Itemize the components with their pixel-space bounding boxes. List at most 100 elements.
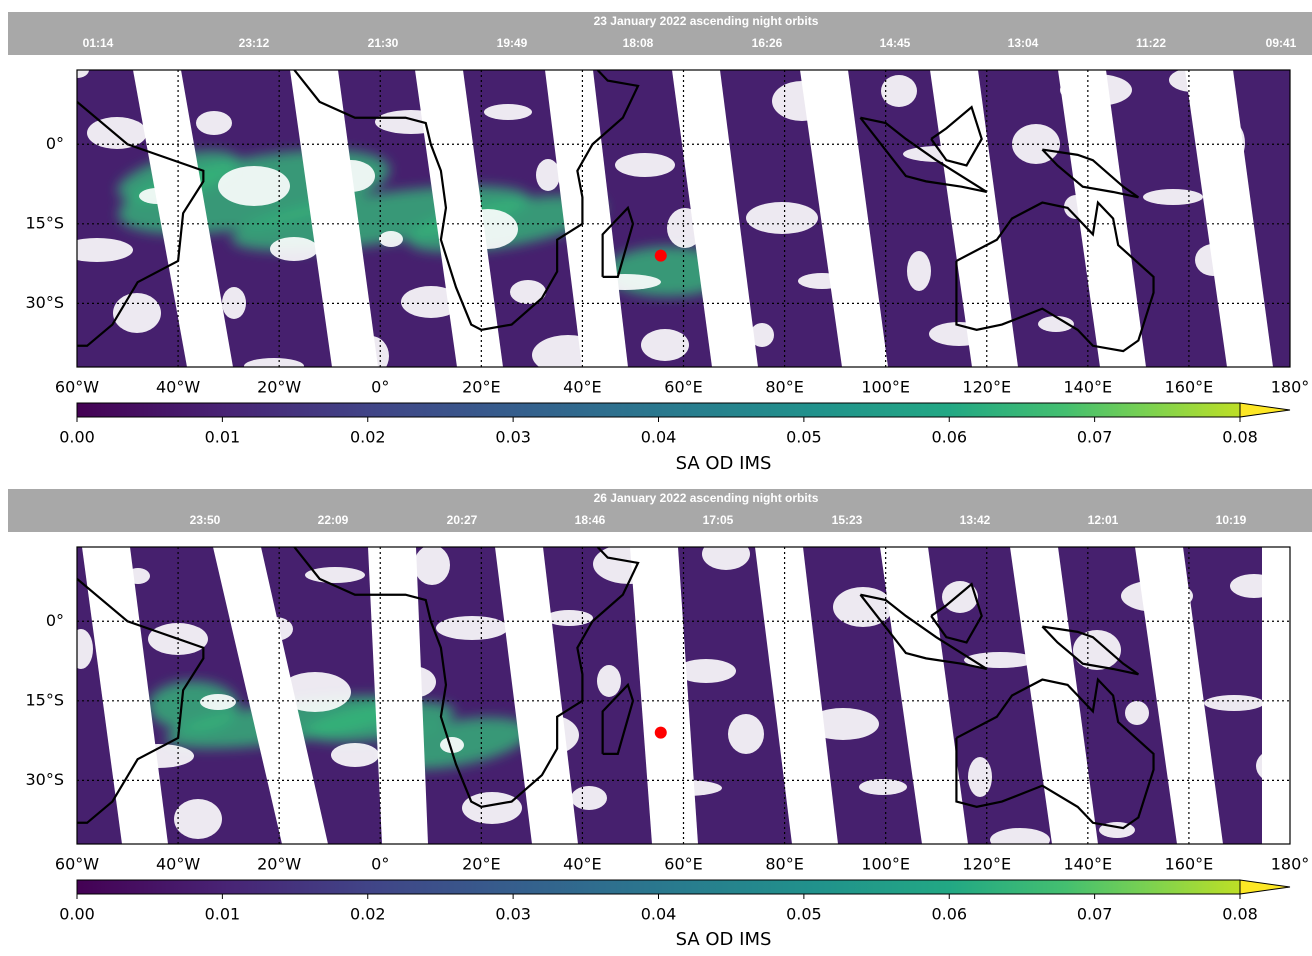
colorbar-tick-label: 0.03 [495,905,531,924]
lon-tick-label: 40°W [156,378,200,397]
colorbar-tick-label: 0.04 [641,905,677,924]
cloud-mask [968,757,992,797]
coastline [77,100,205,347]
cloud-mask [331,743,379,767]
coastline [955,200,1155,353]
lat-tick-label: 30°S [25,770,64,789]
colorbar-label: SA OD IMS [676,929,772,950]
lon-tick-label: 100°E [861,378,910,397]
cloud-mask [990,828,1050,844]
orbit-time: 12:01 [1088,513,1119,527]
lat-tick-label: 15°S [25,690,64,709]
swath-gap [545,70,628,367]
cloud-mask [676,659,736,683]
cloud-mask [728,714,764,754]
swath-gap [755,547,838,844]
lon-tick-label: 20°E [462,855,500,874]
panel: 26 January 2022 ascending night orbits 23… [8,489,1312,950]
lon-tick-label: 40°W [156,855,200,874]
swath-gap [213,547,328,844]
cloud-mask [807,708,879,740]
lon-tick-label: 60°E [664,378,702,397]
orbit-time: 09:41 [1266,36,1297,50]
orbit-time: 10:19 [1216,513,1247,527]
orbit-time: 14:45 [880,36,911,50]
lat-tick-label: 0° [46,611,64,630]
cloud-mask [270,237,318,261]
orbit-time: 23:12 [239,36,270,50]
colorbar [77,880,1240,894]
cloud-mask [200,694,236,710]
cloud-mask [379,231,403,247]
swath-gap [495,547,578,844]
colorbar-extend [1239,879,1291,895]
lon-tick-label: 20°W [257,378,301,397]
lon-tick-label: 80°E [765,378,803,397]
coastline [293,547,640,809]
orbit-time: 23:50 [190,513,221,527]
colorbar-tick-label: 0.02 [350,905,386,924]
orbit-time: 01:14 [83,36,114,50]
cloud-mask [1073,630,1121,670]
map [77,547,1290,844]
cloud-mask [750,323,774,347]
lat-tick-label: 0° [46,134,64,153]
coastline [930,582,983,644]
cloud-mask [1125,701,1149,725]
cloud-mask [440,737,464,753]
colorbar-tick-label: 0.06 [931,905,967,924]
lon-tick-label: 20°W [257,855,301,874]
lon-tick-label: 120°E [962,378,1011,397]
colorbar-tick-label: 0.04 [641,428,677,447]
cloud-mask [77,70,89,78]
coastline [955,677,1155,830]
cloud-mask [641,329,689,361]
cloud-mask [414,547,450,585]
lon-tick-label: 60°W [55,855,99,874]
colorbar-tick-label: 0.02 [350,428,386,447]
orbit-time: 18:46 [575,513,606,527]
cloud-mask [615,153,675,177]
orbit-time: 21:30 [368,36,399,50]
colorbar-tick-label: 0.03 [495,428,531,447]
orbit-time: 22:09 [318,513,349,527]
orbit-time: 13:04 [1008,36,1039,50]
colorbar-tick-label: 0.07 [1077,428,1113,447]
orbit-time: 18:08 [623,36,654,50]
cloud-mask [484,104,532,120]
lon-tick-label: 0° [371,855,389,874]
cloud-mask [571,786,607,810]
cloud-mask [746,202,818,234]
coastline [1041,148,1140,199]
cloud-mask [907,251,931,291]
cloud-mask [510,280,546,304]
orbit-time: 17:05 [703,513,734,527]
cloud-mask [218,166,290,206]
cloud-mask [1204,695,1264,711]
lon-tick-label: 20°E [462,378,500,397]
header-bar [8,489,1312,532]
colorbar-tick-label: 0.00 [59,428,95,447]
cloud-mask [1038,316,1074,332]
cloud-mask [859,779,907,795]
cloud-mask [964,652,1036,668]
lon-tick-label: 160°E [1165,855,1214,874]
map-frame [76,69,1291,368]
cloud-mask [244,358,304,367]
colorbar-tick-label: 0.07 [1077,905,1113,924]
orbit-time: 19:49 [497,36,528,50]
cloud-mask [536,159,560,191]
coastline [930,105,983,167]
lon-tick-label: 100°E [861,855,910,874]
lon-tick-label: 80°E [765,855,803,874]
coastline [601,205,635,278]
panel-title: 23 January 2022 ascending night orbits [594,14,819,28]
coastline [293,70,640,332]
panel-title: 26 January 2022 ascending night orbits [594,491,819,505]
colorbar-tick-label: 0.08 [1222,428,1258,447]
cloud-mask [401,286,461,318]
cloud-mask [1143,189,1203,205]
lon-tick-label: 140°E [1064,855,1113,874]
cloud-mask [196,111,232,135]
